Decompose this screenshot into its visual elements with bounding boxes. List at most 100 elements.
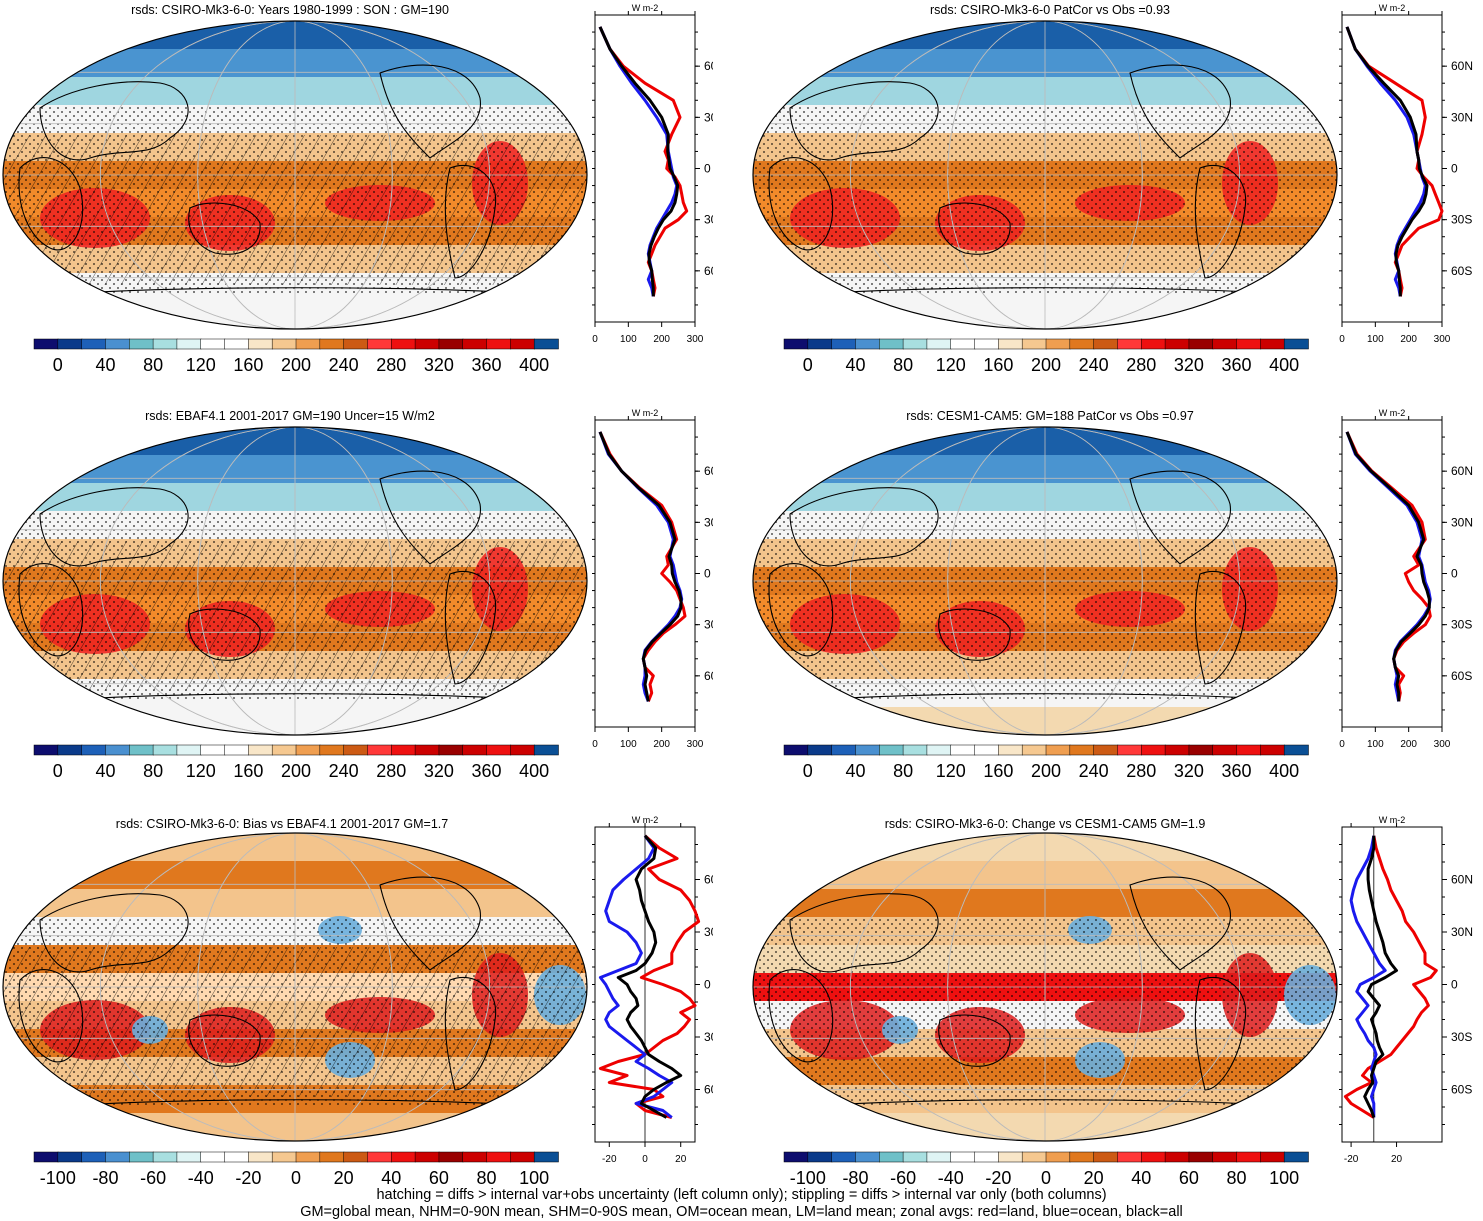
zonal-x-tick: 0 — [592, 334, 598, 345]
colorbar-swatch — [224, 338, 250, 350]
colorbar-swatch — [391, 1151, 416, 1163]
colorbar-swatch — [1021, 338, 1047, 350]
colorbar-swatch — [1283, 1151, 1309, 1163]
colorbar-swatch — [57, 1151, 83, 1163]
colorbar-swatch — [200, 744, 226, 756]
colorbar-4: 0 40 80 120 160 200 240 280 320 360 400 — [783, 744, 1309, 781]
colorbar-swatch — [1045, 338, 1071, 350]
colorbar-swatch — [879, 744, 904, 756]
colorbar-swatch — [367, 1151, 393, 1163]
zonal-x-tick: 0 — [642, 1154, 648, 1165]
colorbar-tick: 360 — [472, 355, 502, 375]
colorbar-swatch — [807, 338, 833, 350]
colorbar-swatch — [1093, 744, 1119, 756]
colorbar-tick: 280 — [376, 761, 406, 781]
zonal-x-tick: 300 — [1434, 739, 1451, 750]
colorbar-tick: 200 — [281, 355, 311, 375]
colorbar-swatch — [391, 338, 416, 350]
zonal-units-label: W m-2 — [632, 3, 659, 13]
zonal-units-label: W m-2 — [1379, 3, 1406, 13]
colorbar-tick: 240 — [1079, 761, 1109, 781]
colorbar-swatch — [1283, 744, 1309, 756]
zonal-series-ocean — [598, 431, 684, 702]
colorbar-swatch — [224, 1151, 250, 1163]
colorbar-swatch — [831, 338, 857, 350]
colorbar-swatch — [33, 338, 59, 350]
colorbar-swatch — [319, 338, 345, 350]
zonal-series-land — [598, 834, 701, 1119]
colorbar-swatch — [974, 744, 1000, 756]
colorbar-swatch — [1260, 338, 1285, 350]
colorbar-swatch — [462, 338, 488, 350]
panel-5-title: rsds: CSIRO-Mk3-6-0: Bias vs EBAF4.1 200… — [115, 817, 449, 831]
colorbar-swatch — [200, 338, 226, 350]
colorbar-tick: 400 — [519, 761, 549, 781]
colorbar-swatch — [295, 338, 321, 350]
colorbar-swatch — [510, 338, 535, 350]
colorbar-tick: 400 — [1269, 761, 1299, 781]
colorbar-tick: -100 — [40, 1168, 76, 1188]
colorbar-swatch — [855, 1151, 881, 1163]
colorbar-swatch — [248, 744, 273, 756]
colorbar-tick: 20 — [1084, 1168, 1104, 1188]
colorbar-swatch — [926, 1151, 952, 1163]
zonal-lat-tick: 60S — [1451, 669, 1472, 683]
colorbar-tick: 100 — [1269, 1168, 1299, 1188]
colorbar-swatch — [926, 744, 952, 756]
zonal-plot-6: W m-2 60N 30N 0 30S 60S -20 20 — [1339, 815, 1473, 1165]
colorbar-swatch — [462, 744, 488, 756]
colorbar-swatch — [855, 744, 881, 756]
zonal-plot-5: W m-2 60N 30N 0 30S 60S -20 0 20 — [592, 815, 713, 1165]
colorbar-tick: 60 — [1179, 1168, 1199, 1188]
colorbar-tick: 280 — [376, 355, 406, 375]
colorbar-tick: 40 — [1131, 1168, 1151, 1188]
zonal-lat-tick: 30N — [704, 515, 713, 529]
colorbar-tick: -80 — [92, 1168, 118, 1188]
colorbar-tick: 120 — [936, 761, 966, 781]
zonal-lat-tick: 0 — [1451, 162, 1458, 176]
colorbar-swatch — [855, 338, 881, 350]
colorbar-swatch — [152, 338, 178, 350]
colorbar-tick: 80 — [893, 355, 913, 375]
colorbar-tick: 80 — [143, 355, 163, 375]
zonal-series-land — [1345, 431, 1432, 702]
colorbar-swatch — [1141, 1151, 1166, 1163]
zonal-x-tick: -20 — [602, 1154, 617, 1165]
zonal-plot-3: W m-2 60N 30N 0 30S 60S 0 100 200 300 — [592, 408, 713, 750]
zonal-units-label: W m-2 — [632, 408, 659, 418]
zonal-lat-tick: 0 — [704, 567, 711, 581]
zonal-series-all — [598, 431, 683, 702]
map-panel-3 — [2, 426, 588, 736]
colorbar-swatch — [343, 1151, 369, 1163]
colorbar-swatch — [950, 744, 976, 756]
colorbar-swatch — [271, 1151, 297, 1163]
colorbar-swatch — [998, 338, 1023, 350]
colorbar-tick: 400 — [1269, 355, 1299, 375]
zonal-lat-tick: 60N — [704, 464, 713, 478]
zonal-lat-tick: 30S — [1451, 618, 1472, 632]
colorbar-swatch — [33, 744, 59, 756]
colorbar-swatch — [414, 1151, 440, 1163]
colorbar-tick: 0 — [803, 355, 813, 375]
colorbar-swatch — [1212, 338, 1238, 350]
zonal-x-tick: 300 — [1434, 334, 1451, 345]
zonal-x-tick: 100 — [620, 334, 637, 345]
colorbar-swatch — [176, 338, 202, 350]
colorbar-tick: 80 — [143, 761, 163, 781]
colorbar-tick: -60 — [890, 1168, 916, 1188]
zonal-series-ocean — [598, 26, 679, 297]
colorbar-swatch — [57, 744, 83, 756]
colorbar-swatch — [57, 338, 83, 350]
zonal-series-ocean — [1349, 835, 1387, 1118]
colorbar-swatch — [1164, 744, 1190, 756]
colorbar-swatch — [295, 1151, 321, 1163]
zonal-series-all — [598, 26, 680, 297]
colorbar-tick: 160 — [233, 355, 263, 375]
colorbar-swatch — [902, 1151, 928, 1163]
zonal-series-all — [1345, 431, 1431, 702]
colorbar-swatch — [1021, 744, 1047, 756]
colorbar-swatch — [1164, 338, 1190, 350]
zonal-lat-tick: 60N — [1451, 59, 1473, 73]
colorbar-swatch — [974, 338, 1000, 350]
colorbar-2: 0 40 80 120 160 200 240 280 320 360 400 — [783, 338, 1309, 375]
